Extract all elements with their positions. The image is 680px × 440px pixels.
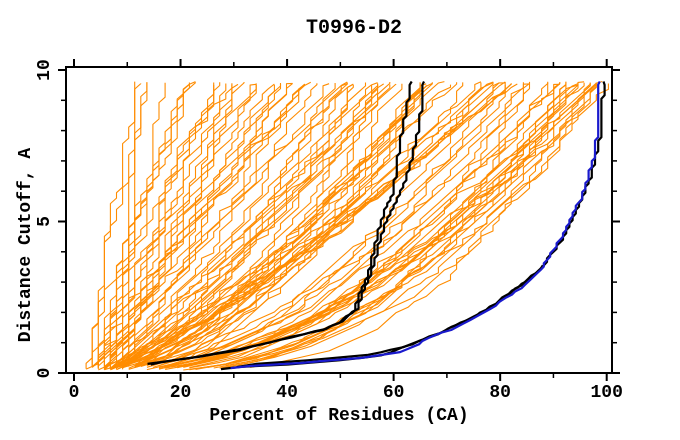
model-curve [171, 81, 585, 367]
highlight-blue [230, 80, 601, 370]
model-curve [250, 84, 597, 368]
highlight-curves-layer [147, 80, 606, 371]
x-tick-label: 20 [170, 383, 192, 403]
y-tick-label: 10 [35, 59, 55, 81]
model-curve [128, 83, 336, 367]
model-curve [122, 82, 433, 369]
x-tick-label: 60 [383, 383, 405, 403]
model-curve [146, 83, 403, 368]
model-curve [158, 83, 609, 369]
model-curve [115, 84, 275, 370]
model-curve [183, 84, 567, 368]
model-curve [164, 83, 530, 367]
model-curve [91, 83, 239, 367]
model-curve [97, 81, 196, 368]
model-curve [110, 83, 379, 370]
y-tick-label: 0 [35, 368, 55, 379]
model-curve [189, 82, 524, 367]
model-curve [116, 83, 306, 368]
model-curve [158, 83, 518, 367]
ensemble-curves-layer [85, 80, 609, 371]
model-curve [103, 83, 233, 367]
x-tick-label: 100 [590, 383, 622, 403]
highlight-black-c [236, 81, 606, 368]
model-curve [158, 81, 506, 370]
model-curve [116, 82, 348, 369]
x-axis-label: Percent of Residues (CA) [209, 406, 468, 426]
model-curve [122, 81, 482, 369]
model-curve [171, 83, 561, 367]
highlight-black-b [150, 81, 425, 366]
plot-frame [65, 66, 613, 374]
model-curve [165, 81, 567, 369]
model-curve [122, 83, 275, 367]
x-tick-label: 80 [489, 383, 511, 403]
model-curve [134, 83, 354, 367]
y-tick-label: 5 [35, 216, 55, 227]
model-curve [122, 83, 330, 370]
model-curve [152, 84, 354, 367]
model-curve [189, 83, 579, 371]
model-curve [134, 82, 494, 367]
model-curve [98, 84, 506, 371]
model-curve [165, 82, 585, 370]
x-tick-label: 0 [69, 383, 80, 403]
y-axis-label: Distance Cutoff, A [16, 148, 36, 343]
model-curve [225, 82, 597, 367]
axes-layer: 0 20 40 60 80 100 0 5 10 [35, 59, 623, 403]
model-curve [177, 81, 531, 368]
model-curve [128, 82, 421, 369]
model-curve [122, 81, 494, 369]
plot-title: T0996-D2 [306, 17, 402, 40]
model-curve [104, 83, 318, 369]
model-curve [134, 84, 372, 369]
model-curve [97, 81, 312, 369]
model-curve [85, 83, 257, 369]
model-curve [207, 82, 567, 369]
model-curve [104, 82, 367, 370]
model-curve [122, 83, 512, 369]
x-tick-label: 40 [276, 383, 298, 403]
model-curve [128, 82, 464, 370]
model-curve [183, 84, 579, 368]
model-curve [109, 82, 215, 367]
